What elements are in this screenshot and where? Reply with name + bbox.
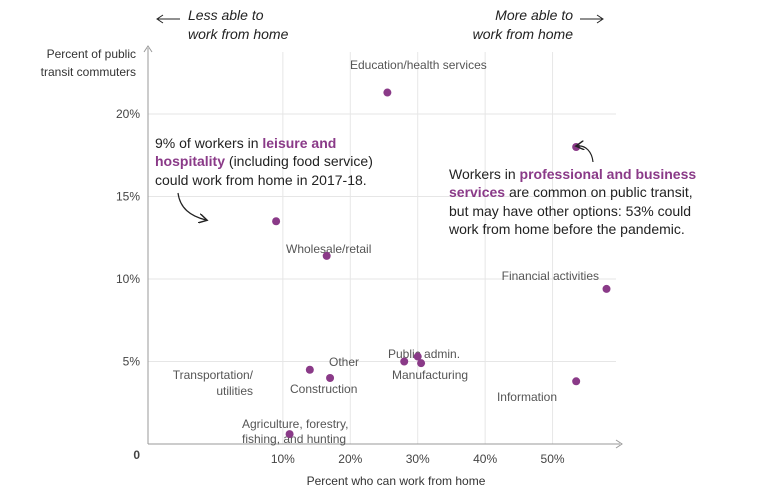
x-tick-label: 50% (541, 452, 565, 466)
x-tick-label: 10% (271, 452, 295, 466)
label-financial: Financial activities (502, 269, 599, 283)
annotation-leisure: 9% of workers in leisure and hospitality… (155, 135, 373, 220)
leisure-arrow (177, 192, 206, 220)
x-tick-labels: 10% 20% 30% 40% 50% (271, 452, 565, 466)
data-point: Public admin. (413, 352, 422, 361)
y-tick-label: 10% (116, 272, 140, 286)
data-point: Information (572, 377, 581, 386)
label-agriculture-line1: Agriculture, forestry, (242, 417, 348, 431)
prof-line1-pre: Workers in (449, 166, 520, 182)
x-tick-label: 30% (406, 452, 430, 466)
direction-left: Less able to work from home (156, 7, 289, 42)
direction-right: More able to work from home (473, 7, 604, 42)
leisure-line2-post: (including food service) (225, 153, 373, 169)
label-education: Education/health services (350, 58, 487, 72)
data-point: Transportation/utilities (305, 365, 314, 374)
data-point: Professional and business services (572, 143, 581, 151)
x-tick-label: 20% (338, 452, 362, 466)
label-transportation-line1: Transportation/ (173, 368, 254, 382)
direction-left-line1: Less able to (188, 7, 264, 23)
data-point: Construction (326, 374, 335, 382)
label-transportation-line2: utilities (216, 384, 253, 398)
leisure-line1-pre: 9% of workers in (155, 135, 262, 151)
svg-text:hospitality (including food se: hospitality (including food service) (155, 153, 373, 169)
y-tick-label: 5% (123, 355, 141, 369)
svg-text:Workers in professional and bu: Workers in professional and business (449, 166, 696, 182)
direction-right-line2: work from home (473, 26, 574, 42)
leisure-line3: could work from home in 2017-18. (155, 172, 367, 188)
leisure-line1-highlight: leisure and (262, 135, 336, 151)
prof-line3: but may have other options: 53% could (449, 203, 691, 219)
y-tick-label: 20% (116, 107, 140, 121)
prof-line1-highlight: professional and business (520, 166, 697, 182)
x-axis (148, 439, 623, 449)
svg-text:services are common on public: services are common on public transit, (449, 184, 693, 200)
data-point: Education/health services (383, 88, 392, 97)
data-point: Manufacturing (417, 359, 426, 368)
x-tick-label: 40% (473, 452, 497, 466)
data-point: Wholesale/retail (322, 251, 331, 260)
point-labels: Education/health services Wholesale/reta… (173, 58, 599, 446)
direction-right-line1: More able to (495, 7, 573, 23)
leisure-line2-highlight: hospitality (155, 153, 225, 169)
data-point: Leisure and hospitality (272, 217, 281, 226)
y-axis-title-line2: transit commuters (41, 65, 136, 79)
svg-text:9% of workers in leisure and: 9% of workers in leisure and (155, 135, 336, 151)
prof-line4: work from home before the pandemic. (448, 221, 685, 237)
label-construction: Construction (290, 382, 357, 396)
direction-left-line2: work from home (188, 26, 289, 42)
data-point: Other (400, 357, 409, 366)
zero-label: 0 (133, 448, 140, 462)
gridlines (148, 52, 616, 444)
y-axis-title-line1: Percent of public (47, 47, 136, 61)
label-manufacturing: Manufacturing (392, 368, 468, 382)
label-public-admin: Public admin. (388, 347, 460, 361)
label-information: Information (497, 390, 557, 404)
professional-arrow (577, 146, 594, 163)
prof-line2-highlight: services (449, 184, 505, 200)
y-tick-labels: 5% 10% 15% 20% (116, 107, 140, 369)
label-other: Other (329, 355, 359, 369)
label-wholesale: Wholesale/retail (286, 242, 371, 256)
y-tick-label: 15% (116, 190, 140, 204)
y-axis (143, 45, 153, 444)
data-point: Financial activities (602, 284, 611, 293)
x-axis-title: Percent who can work from home (307, 474, 486, 488)
prof-line2-post: are common on public transit, (505, 184, 693, 200)
label-agriculture-line2: fishing, and hunting (242, 432, 346, 446)
annotation-professional: Workers in professional and business ser… (448, 146, 696, 237)
data-point: Agriculture, forestry, fishing, and hunt… (285, 430, 294, 439)
